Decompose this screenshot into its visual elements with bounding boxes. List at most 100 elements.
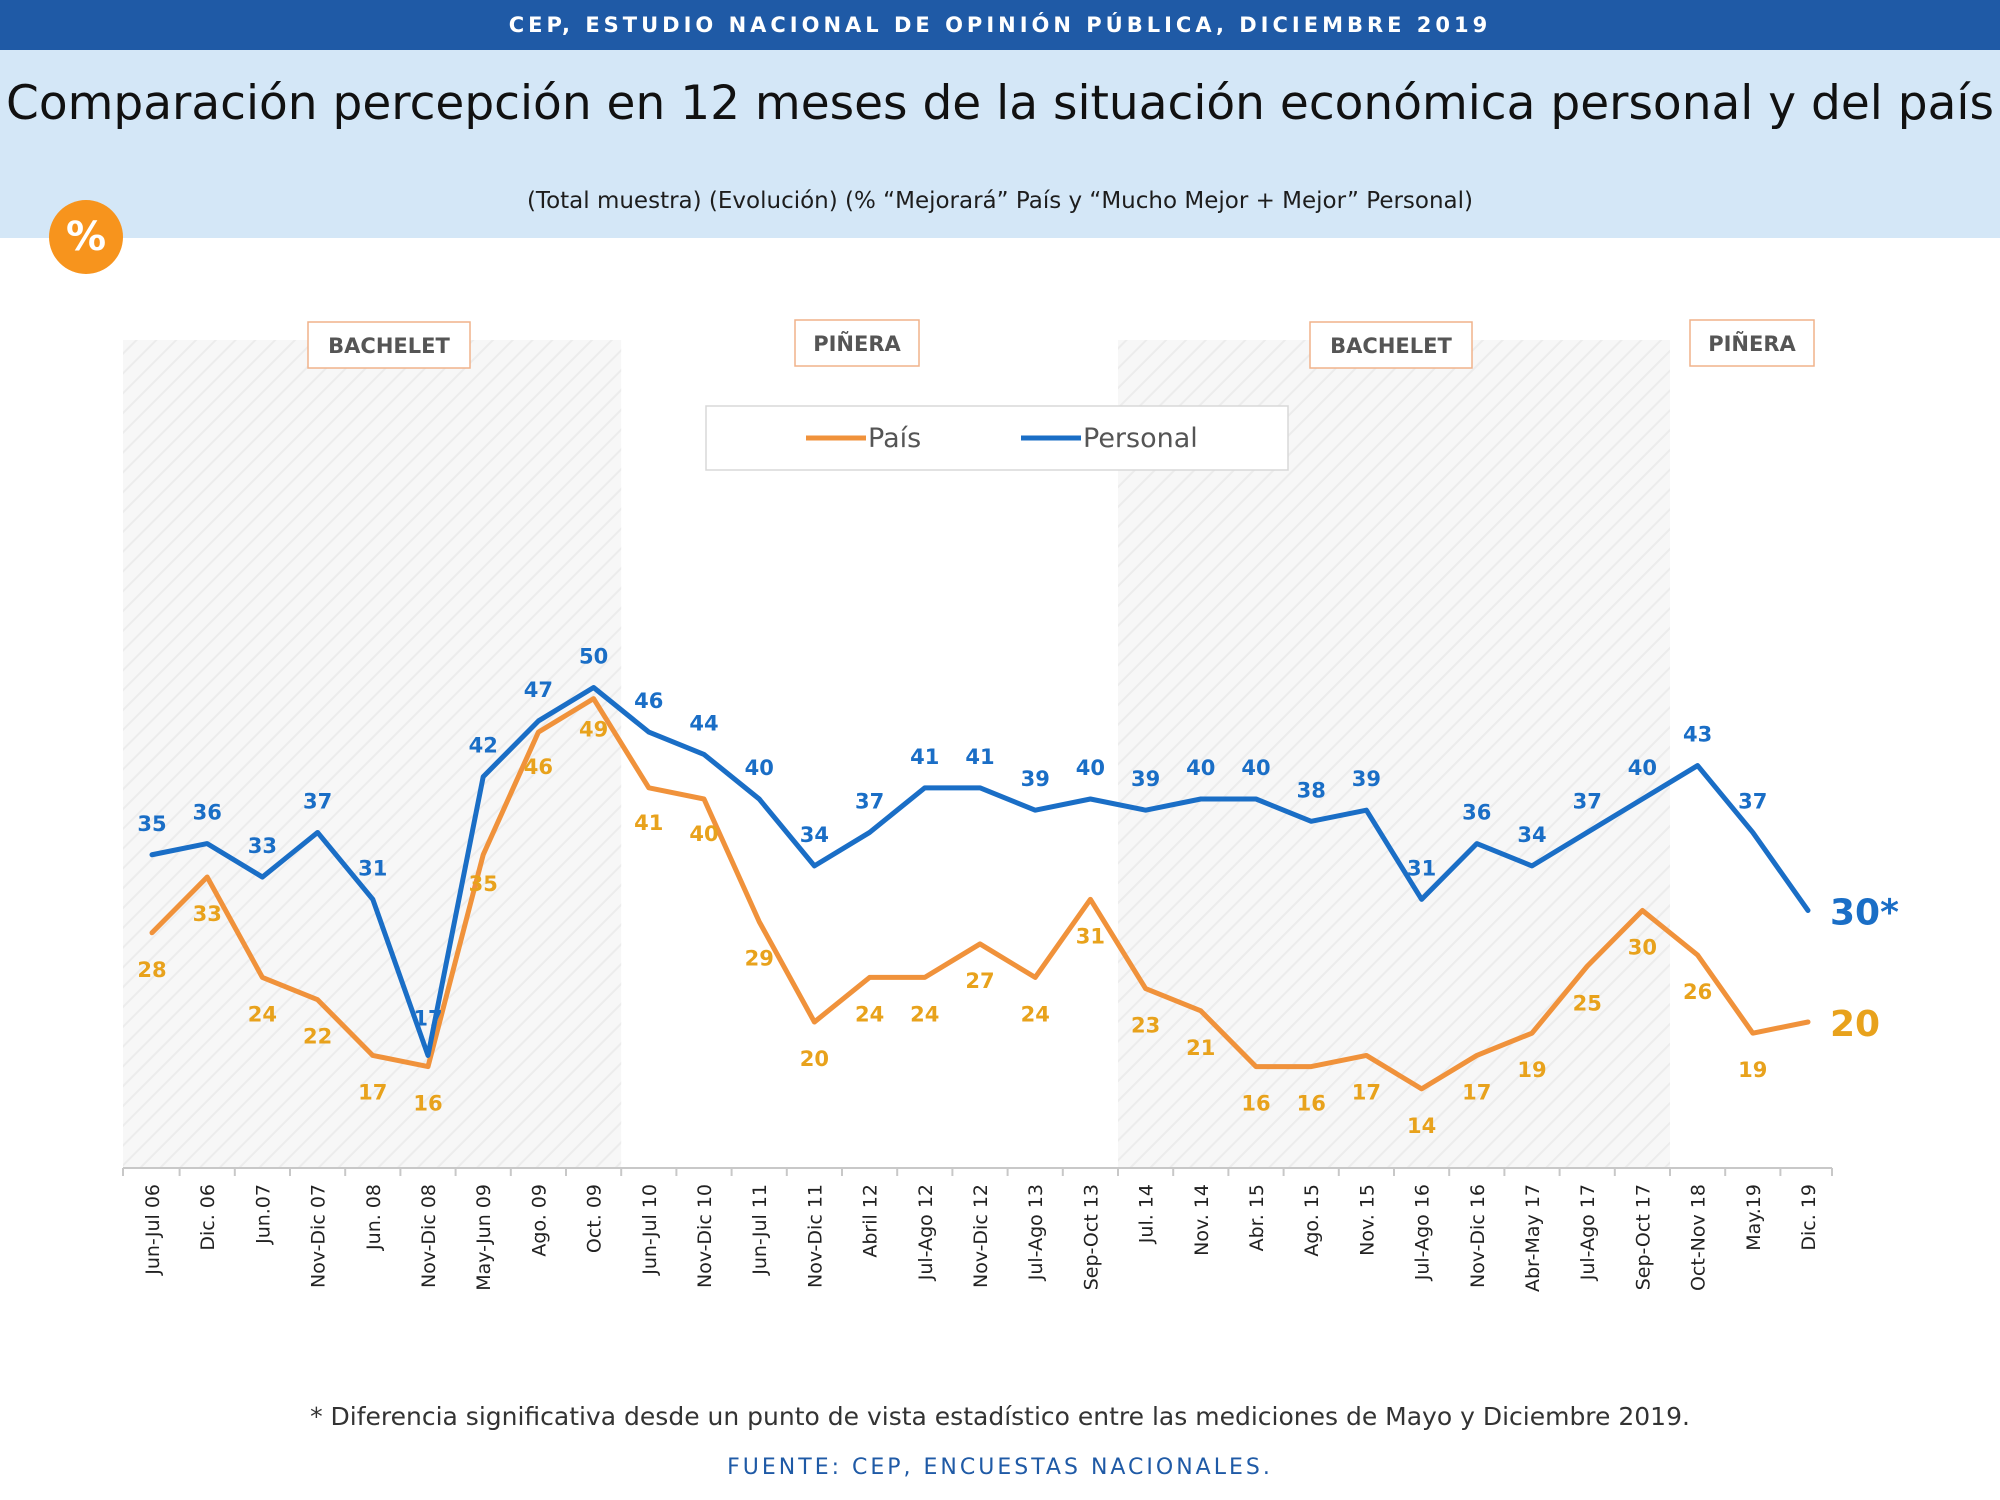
page-subtitle: (Total muestra) (Evolución) (% “Mejorará… — [526, 188, 1474, 214]
x-tick-label: Sep-Oct 13 — [1080, 1184, 1102, 1290]
data-label-pais: 20 — [800, 1047, 829, 1071]
footnote: * Diferencia significativa desde un punt… — [310, 1402, 1690, 1431]
data-label-personal: 40 — [1076, 756, 1105, 780]
x-tick-label: May.19 — [1743, 1184, 1765, 1251]
data-label-personal: 44 — [689, 711, 718, 735]
period-bands — [123, 340, 1670, 1168]
header-band — [0, 50, 2000, 238]
data-label-personal: 40 — [1628, 756, 1657, 780]
data-labels: 28 33 24 22 17 16 35 46 49 41 40 29 20 24 24 27 24 31 23 21… — [137, 645, 1899, 1138]
data-label-pais: 24 — [910, 1002, 939, 1026]
data-label-personal: 41 — [965, 745, 994, 769]
data-label-pais: 23 — [1131, 1014, 1160, 1038]
data-label-pais: 19 — [1517, 1058, 1546, 1082]
x-tick-label: Jul-Ago 16 — [1412, 1184, 1434, 1281]
data-label-pais: 31 — [1076, 924, 1105, 948]
end-label-personal: 30* — [1830, 893, 1899, 934]
x-tick-label: Nov-Dic 07 — [308, 1184, 330, 1288]
x-tick-label: Jun.07 — [252, 1184, 274, 1245]
data-label-pais: 40 — [689, 822, 718, 846]
data-label-pais: 17 — [358, 1080, 387, 1104]
legend-label-1: Personal — [1083, 423, 1198, 454]
data-label-personal: 42 — [469, 734, 498, 758]
legend: País Personal — [705, 405, 1289, 471]
x-tick-label: Jul-Ago 17 — [1577, 1184, 1599, 1281]
data-label-pais: 17 — [1352, 1080, 1381, 1104]
data-label-personal: 35 — [137, 812, 166, 836]
x-tick-label: Ago. 09 — [528, 1184, 550, 1257]
period-label-box — [1309, 321, 1473, 369]
data-label-pais: 16 — [1241, 1092, 1270, 1116]
data-label-pais: 22 — [303, 1025, 332, 1049]
data-label-personal: 31 — [1407, 856, 1436, 880]
period-label-text: BACHELET — [1330, 334, 1452, 358]
period-band-2 — [1118, 340, 1670, 1168]
data-label-personal: 43 — [1683, 723, 1712, 747]
period-label-text: PIÑERA — [1708, 331, 1796, 356]
data-label-personal: 34 — [1517, 823, 1546, 847]
x-tick-label: Jul-Ago 12 — [915, 1184, 937, 1281]
data-label-pais: 17 — [1462, 1080, 1491, 1104]
x-tick-label: Jun. 08 — [363, 1184, 385, 1251]
x-tick-label: Jun-Jul 11 — [749, 1184, 771, 1276]
data-label-pais: 26 — [1683, 980, 1712, 1004]
data-label-personal: 39 — [1131, 767, 1160, 791]
data-label-pais: 24 — [1021, 1002, 1050, 1026]
data-label-pais: 28 — [137, 958, 166, 982]
data-label-personal: 38 — [1297, 778, 1326, 802]
x-tick-label: Abril 12 — [860, 1184, 882, 1258]
period-label-0: BACHELET — [307, 321, 471, 369]
data-label-personal: 36 — [1462, 801, 1491, 825]
data-label-personal: 37 — [1738, 789, 1767, 813]
x-tick-label: Nov-Dic 08 — [418, 1184, 440, 1288]
data-label-personal: 46 — [634, 689, 663, 713]
data-label-pais: 46 — [524, 755, 553, 779]
x-tick-label: Jul-Ago 13 — [1025, 1184, 1047, 1281]
x-tick-label: Nov-Dic 10 — [694, 1184, 716, 1288]
data-label-personal: 36 — [193, 801, 222, 825]
series-line-1 — [149, 685, 1811, 1058]
data-label-pais: 49 — [579, 718, 608, 742]
top-banner: CEP, ESTUDIO NACIONAL DE OPINIÓN PÚBLICA… — [0, 0, 2000, 50]
period-label-box — [794, 319, 920, 367]
data-label-pais: 19 — [1738, 1058, 1767, 1082]
data-label-personal: 33 — [248, 834, 277, 858]
end-label-pais: 20 — [1830, 1004, 1880, 1045]
data-label-personal: 47 — [524, 678, 553, 702]
x-tick-label: Oct-Nov 18 — [1688, 1184, 1710, 1291]
data-label-personal: 40 — [745, 756, 774, 780]
data-label-personal: 37 — [1573, 789, 1602, 813]
data-label-pais: 41 — [634, 811, 663, 835]
x-tick-label: Jun-Jul 06 — [142, 1184, 164, 1276]
data-label-pais: 16 — [1297, 1092, 1326, 1116]
data-label-personal: 39 — [1021, 767, 1050, 791]
data-label-personal: 39 — [1352, 767, 1381, 791]
x-tick-label: May-Jun 09 — [473, 1184, 495, 1291]
data-label-personal: 37 — [855, 789, 884, 813]
data-label-personal: 31 — [358, 856, 387, 880]
period-label-box — [1689, 319, 1815, 367]
data-label-personal: 34 — [800, 823, 829, 847]
period-label-2: BACHELET — [1309, 321, 1473, 369]
data-label-pais: 35 — [469, 872, 498, 896]
source-note: FUENTE: CEP, ENCUESTAS NACIONALES. — [727, 1455, 1273, 1480]
period-label-3: PIÑERA — [1689, 319, 1815, 367]
page-title: Comparación percepción en 12 meses de la… — [6, 76, 1994, 131]
data-label-pais: 24 — [855, 1002, 884, 1026]
period-label-text: PIÑERA — [813, 331, 901, 356]
series-lines — [149, 685, 1811, 1092]
x-tick-label: Abr-May 17 — [1522, 1184, 1544, 1292]
period-label-box — [307, 321, 471, 369]
x-tick-label: Ago. 15 — [1301, 1184, 1323, 1257]
data-label-personal: 17 — [413, 1006, 442, 1030]
legend-label-0: País — [868, 423, 921, 454]
legend-box — [705, 405, 1289, 471]
x-tick-label: Nov. 14 — [1191, 1184, 1213, 1256]
data-label-pais: 24 — [248, 1002, 277, 1026]
period-label-1: PIÑERA — [794, 319, 920, 367]
period-labels: BACHELET PIÑERA BACHELET PIÑERA — [307, 319, 1815, 369]
x-tick-label: Oct. 09 — [584, 1184, 606, 1253]
x-tick-label: Dic. 19 — [1798, 1184, 1820, 1251]
x-tick-label: Nov-Dic 12 — [970, 1184, 992, 1288]
